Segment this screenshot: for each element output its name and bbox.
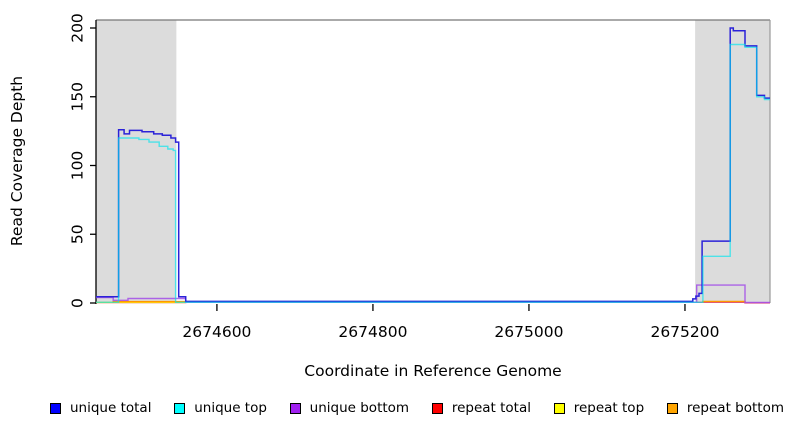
legend: unique total unique top unique bottom repea… [50, 400, 784, 416]
y-tick-label: 0 [69, 298, 87, 308]
x-tick-label: 2675200 [650, 323, 719, 341]
series-line-unique-bottom [96, 284, 770, 304]
legend-swatch-unique-bottom [289, 402, 301, 414]
x-tick-label: 2674600 [182, 323, 251, 341]
legend-swatch-repeat-top [553, 402, 565, 414]
y-tick-label: 200 [69, 13, 87, 43]
legend-swatch-unique-top [174, 402, 186, 414]
masked-region-left [96, 20, 177, 303]
series-line-unique-total [96, 27, 770, 303]
legend-label: repeat top [573, 400, 645, 416]
legend-swatch-repeat-total [431, 402, 443, 414]
y-axis-title: Read Coverage Depth [8, 75, 26, 247]
legend-swatch-repeat-bottom [666, 402, 678, 414]
legend-label: unique total [70, 400, 152, 416]
legend-item-repeat-total: repeat total [431, 400, 531, 416]
legend-item-repeat-top: repeat top [553, 400, 645, 416]
y-tick-label: 50 [69, 224, 87, 244]
legend-item-repeat-bottom: repeat bottom [666, 400, 784, 416]
legend-swatch-unique-total [50, 402, 61, 414]
legend-label: unique bottom [309, 400, 410, 416]
legend-label: repeat total [451, 400, 531, 416]
series-line-unique-top [96, 43, 770, 303]
legend-item-unique-bottom: unique bottom [289, 400, 410, 416]
masked-region-right [695, 20, 770, 303]
y-tick-label: 100 [69, 151, 87, 181]
legend-label: repeat bottom [686, 400, 784, 416]
x-axis-title: Coordinate in Reference Genome [304, 362, 562, 380]
x-tick-label: 2675000 [494, 323, 563, 341]
y-tick-label: 150 [69, 82, 87, 112]
legend-item-unique-total: unique total [50, 400, 151, 416]
x-tick-label: 2674800 [338, 323, 407, 341]
legend-item-unique-top: unique top [174, 400, 267, 416]
legend-label: unique top [194, 400, 267, 416]
